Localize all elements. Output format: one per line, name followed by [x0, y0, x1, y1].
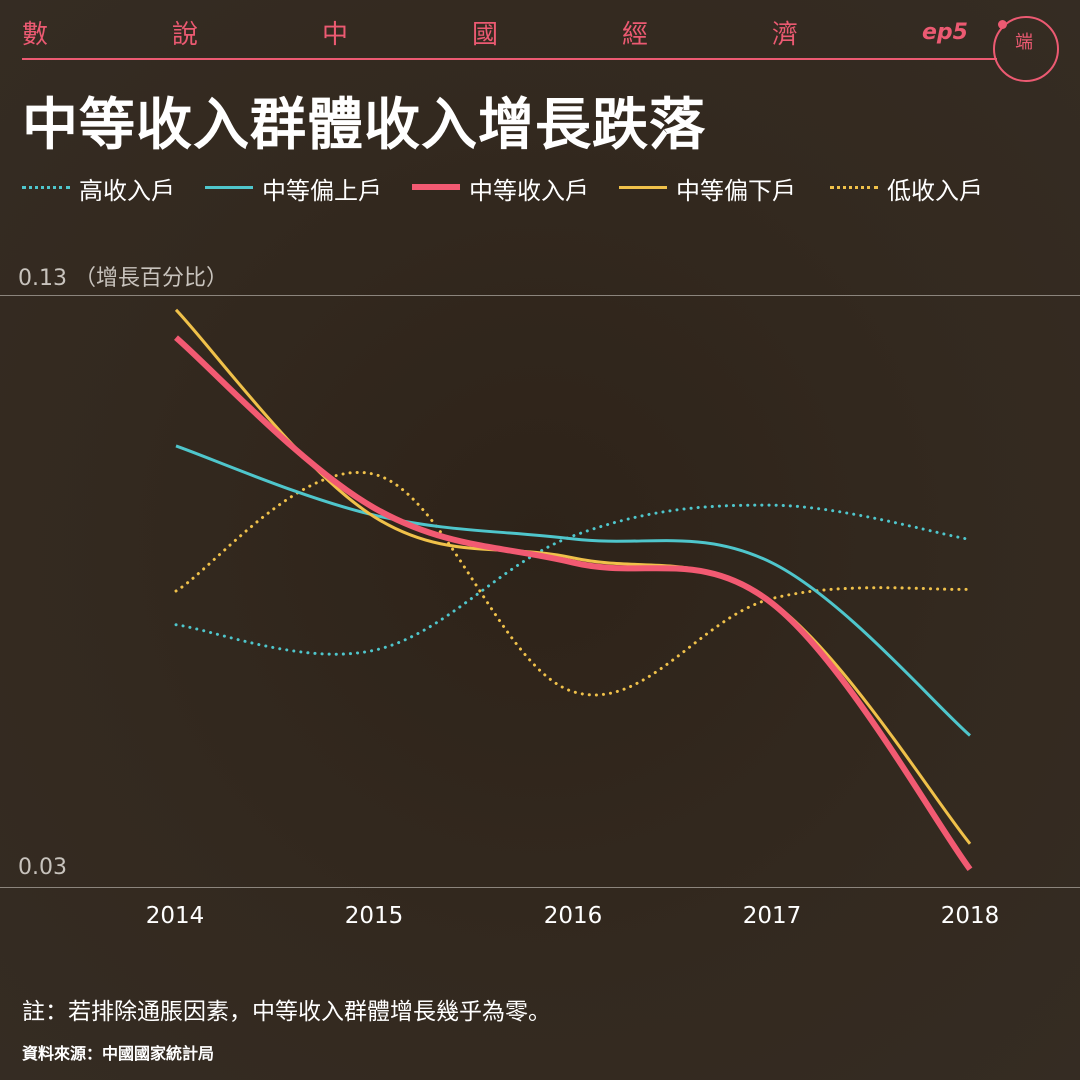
y-tick-bottom: 0.03 [18, 855, 67, 880]
header-rule [22, 58, 997, 60]
series-line [175, 444, 971, 737]
series-char: 數 [22, 20, 49, 50]
series-line [174, 308, 972, 845]
x-tick-label: 2017 [742, 903, 802, 929]
legend: 高收入戶 中等偏上戶 中等收入戶 中等偏下戶 低收入戶 [22, 168, 1062, 208]
x-tick-label: 2015 [344, 903, 404, 929]
legend-label: 中等偏上戶 [262, 177, 382, 205]
chart-title: 中等收入群體收入增長跌落 [22, 93, 706, 158]
gridline-top [0, 295, 1080, 296]
series-header: 數 說 中 國 經 濟 [22, 14, 962, 54]
series-char: 濟 [772, 20, 799, 50]
source-credit: 資料來源：中國國家統計局 [22, 1044, 215, 1063]
legend-swatch [205, 186, 253, 189]
series-char: 中 [322, 20, 349, 50]
series-line [174, 471, 972, 697]
x-tick-label: 2018 [940, 903, 1000, 929]
series-char: 說 [172, 20, 199, 50]
series-char: 國 [472, 20, 499, 50]
legend-swatch [619, 186, 667, 189]
brand-logo [993, 16, 1059, 82]
x-tick-label: 2014 [145, 903, 205, 929]
x-tick-label: 2016 [543, 903, 603, 929]
legend-label: 中等偏下戶 [676, 177, 796, 205]
legend-swatch [412, 184, 460, 190]
footnote: 註：若排除通脹因素，中等收入群體增長幾乎為零。 [22, 999, 551, 1025]
legend-label: 中等收入戶 [469, 177, 589, 205]
y-tick-label: 0.13 [18, 266, 67, 291]
series-line [174, 503, 972, 656]
logo-dot-icon [998, 20, 1007, 29]
y-tick-top: 0.13 （增長百分比） [18, 260, 228, 292]
gridline-bottom [0, 887, 1080, 888]
episode-label: ep5 [922, 20, 968, 45]
legend-label: 低收入戶 [887, 177, 983, 205]
legend-swatch [22, 186, 70, 189]
logo-glyph: 端 [1015, 32, 1033, 53]
series-char: 經 [622, 20, 649, 50]
y-axis-label: （增長百分比） [73, 266, 228, 291]
legend-label: 高收入戶 [79, 177, 175, 205]
legend-swatch [830, 186, 878, 189]
series-line [174, 335, 973, 872]
